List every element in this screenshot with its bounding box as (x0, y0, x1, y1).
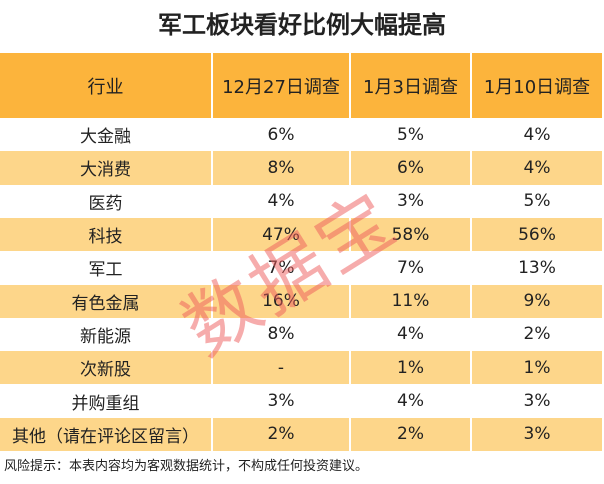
table-cell: 2% (351, 417, 472, 451)
table-cell: 58% (351, 217, 472, 252)
row-label: 科技 (0, 217, 213, 252)
row-label: 军工 (0, 251, 213, 285)
table-cell: 4% (472, 118, 604, 152)
table-cell: 56% (472, 217, 604, 252)
table-cell: 47% (213, 217, 351, 252)
column-header: 12月27日调查 (213, 53, 351, 118)
column-header: 行业 (0, 53, 213, 118)
row-label: 大金融 (0, 118, 213, 152)
table-cell: 3% (472, 384, 604, 418)
table-cell: 2% (472, 317, 604, 352)
row-label: 医药 (0, 184, 213, 218)
footer-note: 风险提示：本表内容均为客观数据统计，不构成任何投资建议。 (4, 459, 369, 474)
table-cell: 3% (472, 417, 604, 451)
table-cell: 2% (213, 417, 351, 451)
table-cell: 1% (472, 351, 604, 385)
table-cell: 5% (351, 118, 472, 152)
row-label: 大消费 (0, 151, 213, 185)
table-cell: 11% (351, 284, 472, 318)
title: 军工板块看好比例大幅提高 (158, 11, 446, 39)
table-cell: 13% (472, 251, 604, 285)
table-cell: 5% (472, 184, 604, 218)
table-cell: 7% (213, 251, 351, 285)
table-cell: 3% (351, 184, 472, 218)
table-cell: 3% (213, 384, 351, 418)
table-cell: 16% (213, 284, 351, 318)
row-label: 并购重组 (0, 384, 213, 418)
column-header: 1月10日调查 (472, 53, 604, 118)
table-cell: 8% (213, 151, 351, 185)
row-label: 次新股 (0, 351, 213, 385)
table-cell: 4% (213, 184, 351, 218)
table-cell: 4% (351, 317, 472, 352)
table-cell: 7% (351, 251, 472, 285)
row-label: 新能源 (0, 317, 213, 352)
table-cell: 6% (351, 151, 472, 185)
table-cell: 9% (472, 284, 604, 318)
column-header: 1月3日调查 (351, 53, 472, 118)
table-cell: 8% (213, 317, 351, 352)
table-cell: 4% (472, 151, 604, 185)
table-cell: 4% (351, 384, 472, 418)
table-cell: - (213, 351, 351, 385)
row-label: 其他（请在评论区留言） (0, 417, 213, 451)
table-cell: 1% (351, 351, 472, 385)
table-cell: 6% (213, 118, 351, 152)
row-label: 有色金属 (0, 284, 213, 318)
